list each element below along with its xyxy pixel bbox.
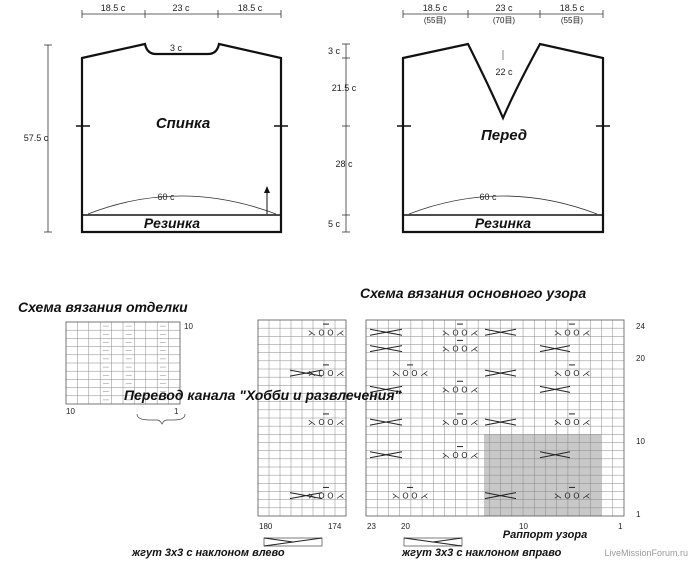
front-dim-neck: 23 с	[495, 3, 513, 13]
svg-text:⋋ O O ⋌: ⋋ O O ⋌	[442, 345, 478, 354]
svg-text:⋋ O O ⋌: ⋋ O O ⋌	[442, 328, 478, 337]
trim-col-right: 1	[174, 407, 179, 416]
trim-row-label: 10	[184, 322, 193, 331]
main-row-24: 24	[636, 322, 645, 331]
svg-text:⋋ O O ⋌: ⋋ O O ⋌	[554, 328, 590, 337]
svg-text:⋋ O O ⋌: ⋋ O O ⋌	[554, 369, 590, 378]
front-dim-shoulder-left: 18.5 с	[423, 3, 448, 13]
front-label: Перед	[481, 127, 527, 144]
front-band-label: Резинка	[475, 215, 531, 231]
svg-text:⋋ O O ⋌: ⋋ O O ⋌	[392, 369, 428, 378]
main-chart-title: Схема вязания основного узора	[360, 285, 586, 301]
main-row-20: 20	[636, 354, 645, 363]
back-band-label: Резинка	[144, 215, 200, 231]
side-height-dimensions: 3 с 21.5 с 28 с 5 с	[328, 43, 357, 233]
svg-text:⋋ O O ⋌: ⋋ O O ⋌	[442, 418, 478, 427]
main-col-23: 23	[367, 522, 376, 531]
dim-body: 28 с	[335, 159, 353, 169]
watermark: LiveMissionForum.ru	[604, 548, 688, 558]
main-row-1: 1	[636, 510, 641, 519]
main-col-180: 180	[259, 522, 273, 531]
svg-text:⋋ O O ⋌: ⋋ O O ⋌	[554, 418, 590, 427]
svg-text:⋋ O O ⋌: ⋋ O O ⋌	[308, 492, 344, 501]
svg-text:⋋ O O ⋌: ⋋ O O ⋌	[308, 418, 344, 427]
back-label: Спинка	[156, 115, 210, 132]
main-col-20: 20	[401, 522, 410, 531]
front-dim-shoulder-right: 18.5 с	[560, 3, 585, 13]
svg-text:⋋ O O ⋌: ⋋ O O ⋌	[308, 328, 344, 337]
translation-caption: Перевод канала "Хобби и развлечения"	[124, 387, 402, 403]
front-stitches-center: (70目)	[493, 16, 516, 25]
back-dim-neck: 23 с	[172, 3, 190, 13]
svg-text:⋋ O O ⋌: ⋋ O O ⋌	[308, 369, 344, 378]
svg-text:⋋ O O ⋌: ⋋ O O ⋌	[442, 385, 478, 394]
back-total-height: 57.5 с	[24, 133, 49, 143]
back-neck-depth: 3 с	[170, 43, 183, 53]
dim-armhole: 21.5 с	[332, 83, 357, 93]
front-outline	[401, 42, 605, 234]
back-dim-shoulder-right: 18.5 с	[238, 3, 263, 13]
svg-text:⋋ O O ⋌: ⋋ O O ⋌	[442, 451, 478, 460]
main-row-10: 10	[636, 437, 645, 446]
trim-col-left: 10	[66, 407, 75, 416]
back-piece: 18.5 с 23 с 18.5 с 3 с Спинка 60 с Резин…	[24, 3, 288, 234]
dim-shoulder-slope: 3 с	[328, 46, 341, 56]
svg-text:⋋ O O ⋌: ⋋ O O ⋌	[554, 492, 590, 501]
main-col-174: 174	[328, 522, 342, 531]
front-piece: 18.5 с 23 с 18.5 с (55目) (70目) (55目) 22 …	[397, 3, 610, 234]
main-col-1: 1	[618, 522, 623, 531]
trim-chart-title: Схема вязания отделки	[18, 299, 188, 315]
trim-chart: 10 10 1	[65, 321, 193, 425]
cable-right-symbol	[403, 537, 463, 547]
back-dim-shoulder-left: 18.5 с	[101, 3, 126, 13]
front-hem-width: 60 с	[479, 192, 497, 202]
cable-left-symbol	[263, 537, 323, 547]
repeat-label: Раппорт узора	[503, 529, 587, 541]
cable-left-label: жгут 3х3 с наклоном влево	[131, 547, 285, 559]
main-chart: ⋋ O O ⋌ ⋋ O O ⋌ ⋋ O O ⋌ ⋋ O O ⋌ ⋋ O O ⋌ ⋋ O O…	[257, 319, 645, 541]
back-hem-width: 60 с	[157, 192, 175, 202]
front-stitches-left: (55目)	[424, 16, 447, 25]
cable-right-label: жгут 3х3 с наклоном вправо	[401, 547, 562, 559]
dim-band: 5 с	[328, 219, 341, 229]
svg-text:⋋ O O ⋌: ⋋ O O ⋌	[392, 492, 428, 501]
front-stitches-right: (55目)	[561, 16, 584, 25]
legend: жгут 3х3 с наклоном влево жгут 3х3 с нак…	[131, 537, 562, 559]
front-neck-depth: 22 с	[495, 67, 513, 77]
back-outline	[80, 42, 283, 234]
main-col-10: 10	[519, 522, 528, 531]
